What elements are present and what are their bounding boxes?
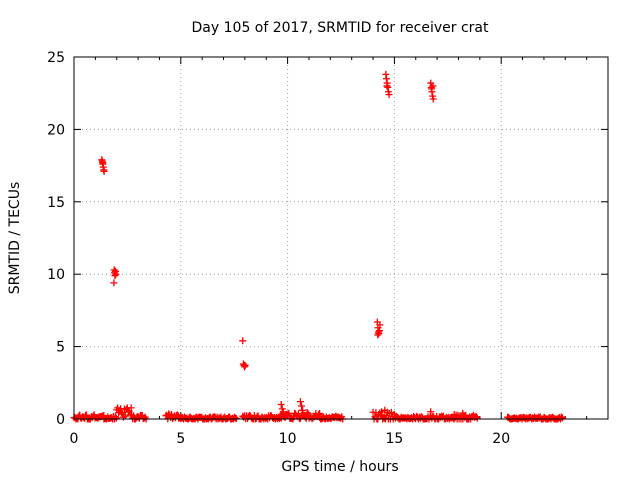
x-tick-labels: 0 5 10 15 20 <box>70 431 511 447</box>
data-markers <box>70 70 566 423</box>
data-point-marker <box>297 402 305 410</box>
y-tick-label: 5 <box>56 340 65 356</box>
y-tick-label: 25 <box>47 50 65 66</box>
data-point-marker <box>429 95 437 103</box>
data-point-marker <box>82 411 90 419</box>
y-tick-labels: 0 5 10 15 20 25 <box>47 50 65 428</box>
data-point-marker <box>239 337 247 345</box>
x-tick-label: 10 <box>279 431 297 447</box>
data-point-marker <box>385 91 393 99</box>
data-point-marker <box>381 406 389 414</box>
data-point-marker <box>241 361 249 369</box>
data-point-marker <box>127 404 135 412</box>
data-point-marker <box>112 414 120 422</box>
data-point-marker <box>383 82 391 90</box>
data-point-marker <box>558 414 566 422</box>
data-point-marker <box>118 409 126 417</box>
y-tick-label: 0 <box>56 412 65 428</box>
data-point-marker <box>99 159 107 167</box>
x-tick-label: 20 <box>492 431 510 447</box>
y-tick-label: 20 <box>47 122 65 138</box>
data-point-marker <box>112 270 120 278</box>
data-point-marker <box>277 401 285 409</box>
data-point-marker <box>376 321 384 329</box>
data-point-marker <box>427 408 435 416</box>
data-point-marker <box>303 409 311 417</box>
data-point-marker <box>279 408 287 416</box>
y-axis-label: SRMTID / TECUs <box>7 182 23 295</box>
data-point-marker <box>378 408 386 416</box>
x-tick-label: 5 <box>176 431 185 447</box>
data-point-marker <box>299 406 307 414</box>
data-point-marker <box>473 414 481 422</box>
plot-frame <box>73 56 609 420</box>
x-tick-label: 15 <box>385 431 403 447</box>
chart-title: Day 105 of 2017, SRMTID for receiver cra… <box>192 20 489 36</box>
data-point-marker <box>296 398 304 406</box>
data-point-marker <box>100 167 108 175</box>
y-tick-label: 10 <box>47 267 65 283</box>
grid-lines <box>74 57 608 419</box>
data-point-marker <box>374 331 382 339</box>
x-axis-label: GPS time / hours <box>281 459 398 475</box>
axis-ticks <box>73 56 609 420</box>
data-point-marker <box>459 409 467 417</box>
data-point-marker <box>429 82 437 90</box>
data-point-marker <box>121 412 129 420</box>
y-tick-label: 15 <box>47 195 65 211</box>
x-tick-label: 0 <box>70 431 79 447</box>
data-point-marker <box>110 279 118 287</box>
